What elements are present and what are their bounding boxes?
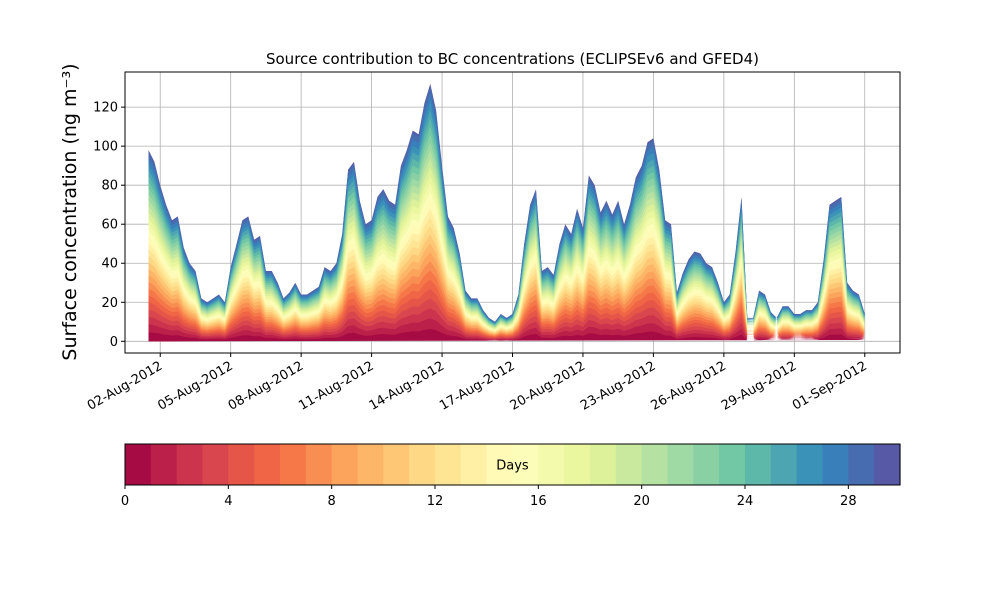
colorbar-cell bbox=[202, 444, 229, 485]
stack-layer-day-0 bbox=[148, 329, 865, 342]
colorbar-tick-label: 28 bbox=[840, 494, 857, 509]
y-tick-label: 80 bbox=[101, 179, 118, 194]
colorbar-cell bbox=[331, 444, 359, 485]
colorbar-cell bbox=[254, 444, 281, 485]
stack-layers bbox=[148, 83, 865, 342]
colorbar-cell bbox=[228, 444, 255, 485]
y-tick-label: 20 bbox=[101, 296, 118, 311]
colorbar-frame bbox=[124, 443, 901, 486]
y-tick-label: 0 bbox=[110, 335, 118, 350]
x-tick-label: 17-Aug-2012 bbox=[437, 359, 517, 414]
colorbar-cell bbox=[305, 444, 333, 485]
colorbar-tick-label: 12 bbox=[427, 494, 444, 509]
x-tick-label: 08-Aug-2012 bbox=[226, 359, 306, 414]
plot-area: 0 20 40 60 80 100 120 02-Aug-201205-Aug-201208… bbox=[85, 71, 901, 414]
colorbar-cell bbox=[564, 444, 591, 485]
x-tick-label: 26-Aug-2012 bbox=[649, 359, 729, 414]
stack-layer-day-1 bbox=[148, 318, 865, 342]
y-tick-label: 40 bbox=[101, 257, 118, 272]
colorbar: Days 0 4 8 12 16 20 24 28 bbox=[121, 443, 901, 509]
colorbar-label: Days bbox=[496, 459, 529, 474]
colorbar-cell bbox=[745, 444, 772, 485]
x-tick-label: 29-Aug-2012 bbox=[719, 359, 799, 414]
x-tick-label: 23-Aug-2012 bbox=[578, 359, 658, 414]
colorbar-cell bbox=[486, 444, 514, 485]
colorbar-cell bbox=[357, 444, 384, 485]
x-tick-label: 01-Sep-2012 bbox=[790, 359, 870, 414]
colorbar-ticks: 0 4 8 12 16 20 24 28 bbox=[121, 485, 857, 509]
colorbar-cell bbox=[667, 444, 694, 485]
x-axis-ticks: 02-Aug-201205-Aug-201208-Aug-201211-Aug-… bbox=[85, 353, 870, 414]
colorbar-cell bbox=[641, 444, 669, 485]
chart-title: Source contribution to BC concentrations… bbox=[266, 50, 759, 68]
colorbar-tick-label: 16 bbox=[530, 494, 547, 509]
colorbar-cell bbox=[538, 444, 565, 485]
colorbar-cell bbox=[150, 444, 178, 485]
colorbar-cell bbox=[874, 444, 901, 485]
colorbar-cell bbox=[460, 444, 488, 485]
colorbar-cells bbox=[125, 444, 901, 485]
x-tick-label: 02-Aug-2012 bbox=[85, 359, 165, 414]
colorbar-tick-label: 4 bbox=[224, 494, 232, 509]
y-tick-label: 120 bbox=[93, 101, 118, 116]
x-tick-label: 14-Aug-2012 bbox=[367, 359, 447, 414]
colorbar-cell bbox=[512, 444, 539, 485]
y-tick-label: 60 bbox=[101, 218, 118, 233]
colorbar-tick-label: 8 bbox=[328, 494, 336, 509]
stack-layer-day-5 bbox=[148, 279, 865, 342]
colorbar-tick-label: 24 bbox=[737, 494, 754, 509]
colorbar-cell bbox=[383, 444, 410, 485]
colorbar-cell bbox=[435, 444, 462, 485]
colorbar-cell bbox=[125, 444, 152, 485]
stack-layer-day-2 bbox=[148, 308, 865, 342]
colorbar-cell bbox=[615, 444, 643, 485]
y-tick-label: 100 bbox=[93, 140, 118, 155]
colorbar-cell bbox=[590, 444, 617, 485]
x-tick-label: 05-Aug-2012 bbox=[155, 359, 235, 414]
colorbar-cell bbox=[770, 444, 798, 485]
x-tick-label: 20-Aug-2012 bbox=[508, 359, 588, 414]
colorbar-cell bbox=[409, 444, 436, 485]
colorbar-cell bbox=[176, 444, 204, 485]
y-axis-ticks: 0 20 40 60 80 100 120 bbox=[93, 101, 125, 350]
stack-layer-day-3 bbox=[148, 298, 865, 342]
colorbar-cell bbox=[693, 444, 720, 485]
colorbar-cell bbox=[822, 444, 849, 485]
colorbar-cell bbox=[280, 444, 307, 485]
colorbar-tick-label: 0 bbox=[121, 494, 129, 509]
colorbar-cell bbox=[848, 444, 875, 485]
colorbar-cell bbox=[719, 444, 746, 485]
stack-layer-day-4 bbox=[148, 288, 865, 342]
x-tick-label: 11-Aug-2012 bbox=[296, 359, 376, 414]
colorbar-cell bbox=[796, 444, 824, 485]
colorbar-tick-label: 20 bbox=[633, 494, 650, 509]
y-axis-label: Surface concentration (ng m⁻³) bbox=[59, 63, 81, 360]
